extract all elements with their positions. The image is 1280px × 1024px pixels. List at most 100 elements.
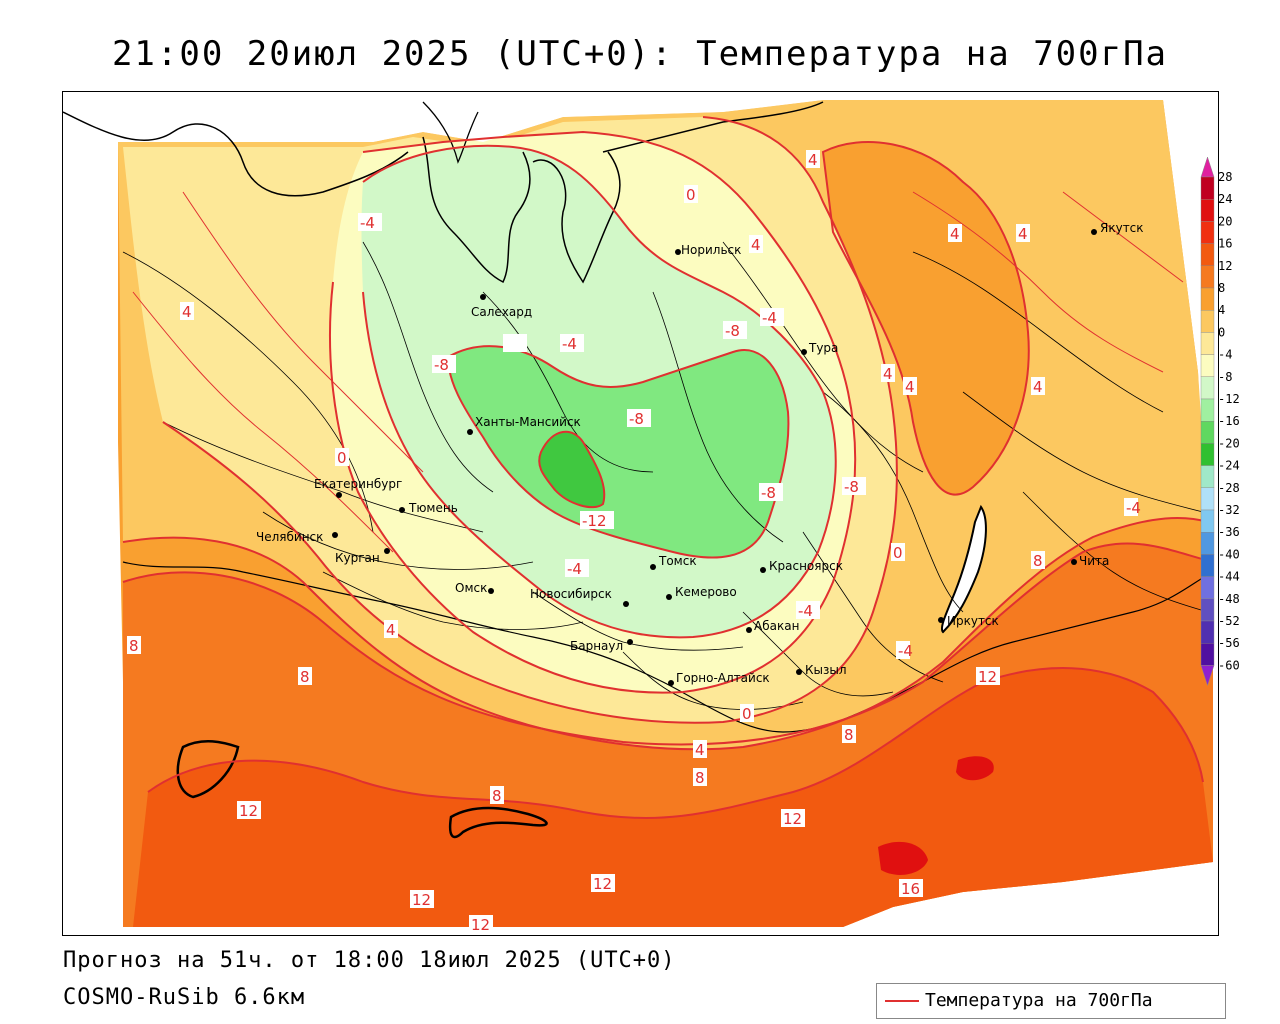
colorbar-swatch (1200, 221, 1215, 244)
legend-label: Температура на 700гПа (925, 990, 1153, 1011)
svg-text:Абакан: Абакан (754, 619, 799, 633)
svg-text:0: 0 (742, 705, 752, 723)
city-chelyabinsk[interactable]: Челябинск (256, 530, 338, 544)
colorbar-tick-label: -48 (1218, 592, 1240, 606)
city-salekhard[interactable]: Салехард (471, 294, 532, 319)
svg-text:12: 12 (412, 891, 431, 909)
temperature-map[interactable]: Якутск Норильск Салехард Тура Ханты-Манс… (63, 92, 1218, 935)
svg-text:Екатеринбург: Екатеринбург (314, 477, 402, 491)
svg-text:-4: -4 (1126, 499, 1141, 517)
colorbar-swatch (1200, 509, 1215, 533)
city-kurgan[interactable]: Курган (335, 548, 390, 565)
svg-text:Курган: Курган (335, 551, 380, 565)
contour-label: -4 (560, 334, 584, 353)
colorbar-swatch (1200, 243, 1215, 266)
contour-label: 4 (948, 224, 962, 243)
admin-borders (122, 241, 1209, 710)
city-kemerovo[interactable]: Кемерово (666, 585, 737, 600)
city-kyzyl[interactable]: Кызыл (796, 663, 847, 677)
contour-label: 8 (127, 636, 141, 655)
colorbar-swatch (1200, 354, 1215, 378)
city-novosibirsk[interactable]: Новосибирск (530, 587, 629, 607)
svg-text:12: 12 (783, 810, 802, 828)
svg-text:Горно-Алтайск: Горно-Алтайск (676, 671, 770, 685)
city-yekaterinburg[interactable]: Екатеринбург (314, 477, 402, 498)
colorbar-swatch (1200, 376, 1215, 400)
contour-label: 4 (180, 302, 194, 321)
svg-text:4: 4 (1018, 225, 1028, 243)
lake-baikal (941, 504, 987, 634)
svg-text:Тюмень: Тюмень (408, 501, 458, 515)
colorbar-tick-label: 4 (1218, 303, 1225, 317)
colorbar-tick-label: 8 (1218, 281, 1225, 295)
contour-label: 8 (693, 768, 707, 787)
svg-text:-8: -8 (629, 410, 644, 428)
colorbar-swatch (1200, 643, 1215, 666)
colorbar-tick-label: 16 (1218, 237, 1232, 251)
svg-text:-4: -4 (567, 560, 582, 578)
city-gorno-altaysk[interactable]: Горно-Алтайск (668, 671, 770, 686)
city-chita[interactable]: Чита (1071, 554, 1109, 568)
svg-text:4: 4 (808, 151, 818, 169)
contour-label: 12 (237, 801, 261, 820)
svg-text:16: 16 (901, 880, 920, 898)
contour-label: -8 (759, 483, 783, 502)
contour-label: 12 (469, 915, 493, 934)
coastline-gydan (532, 151, 621, 284)
svg-text:Красноярск: Красноярск (769, 559, 843, 573)
city-irkutsk[interactable]: Иркутск (938, 614, 999, 628)
svg-text:-8: -8 (725, 322, 740, 340)
map-panel[interactable]: Якутск Норильск Салехард Тура Ханты-Манс… (62, 91, 1219, 936)
svg-text:Омск: Омск (455, 581, 487, 595)
city-khanty-mansiysk[interactable]: Ханты-Мансийск (467, 415, 581, 435)
svg-text:4: 4 (182, 303, 192, 321)
legend: Температура на 700гПа (876, 983, 1226, 1019)
city-barnaul[interactable]: Барнаул (570, 639, 633, 653)
svg-text:Ханты-Мансийск: Ханты-Мансийск (475, 415, 581, 429)
svg-text:12: 12 (593, 875, 612, 893)
city-omsk[interactable]: Омск (455, 581, 494, 595)
colorbar-swatch (1200, 554, 1215, 577)
contour-label: -8 (842, 477, 866, 496)
city-norilsk[interactable]: Норильск (675, 243, 741, 257)
colorbar-swatch (1200, 398, 1215, 422)
model-name: COSMO-RuSib 6.6км (63, 985, 306, 1010)
isotherm-lines (122, 116, 1214, 820)
colorbar-swatch (1200, 176, 1215, 200)
svg-text:-8: -8 (844, 478, 859, 496)
svg-text:12: 12 (471, 916, 490, 934)
svg-text:8: 8 (129, 637, 139, 655)
city-yakutsk[interactable]: Якутск (1091, 221, 1144, 235)
svg-text:0: 0 (686, 186, 696, 204)
city-tura[interactable]: Тура (801, 341, 838, 355)
city-krasnoyarsk[interactable]: Красноярск (760, 559, 843, 573)
coastline-novaya-zemlya (422, 101, 479, 164)
coastline-west (63, 111, 409, 197)
contour-label: 4 (693, 740, 707, 759)
colorbar-tick-label: -36 (1218, 525, 1240, 539)
svg-text:-4: -4 (762, 309, 777, 327)
contour-label: 12 (410, 890, 434, 909)
svg-text:-8: -8 (434, 356, 449, 374)
page-title: 21:00 20июл 2025 (UTC+0): Температура на… (111, 34, 1169, 74)
colorbar-swatch (1200, 265, 1215, 289)
city-tomsk[interactable]: Томск (650, 554, 697, 570)
city-tyumen[interactable]: Тюмень (399, 501, 458, 515)
coastline-taimyr (602, 101, 824, 153)
svg-text:4: 4 (905, 378, 915, 396)
colorbar-tick-label: -20 (1218, 436, 1240, 450)
svg-text:-4: -4 (360, 214, 375, 232)
svg-text:Томск: Томск (658, 554, 697, 568)
contour-label: 0 (684, 185, 698, 204)
colorbar-tick-label: -8 (1218, 370, 1232, 384)
very-hot-blob-1 (878, 841, 928, 875)
aral-sea (176, 740, 240, 799)
contour-label: -4 (760, 308, 784, 327)
contour-label: 4 (384, 620, 398, 639)
svg-text:Челябинск: Челябинск (256, 530, 323, 544)
svg-text:4: 4 (695, 741, 705, 759)
svg-text:4: 4 (1033, 378, 1043, 396)
svg-text:12: 12 (978, 668, 997, 686)
city-abakan[interactable]: Абакан (746, 619, 799, 633)
colorbar-tick-label: 28 (1218, 170, 1232, 184)
